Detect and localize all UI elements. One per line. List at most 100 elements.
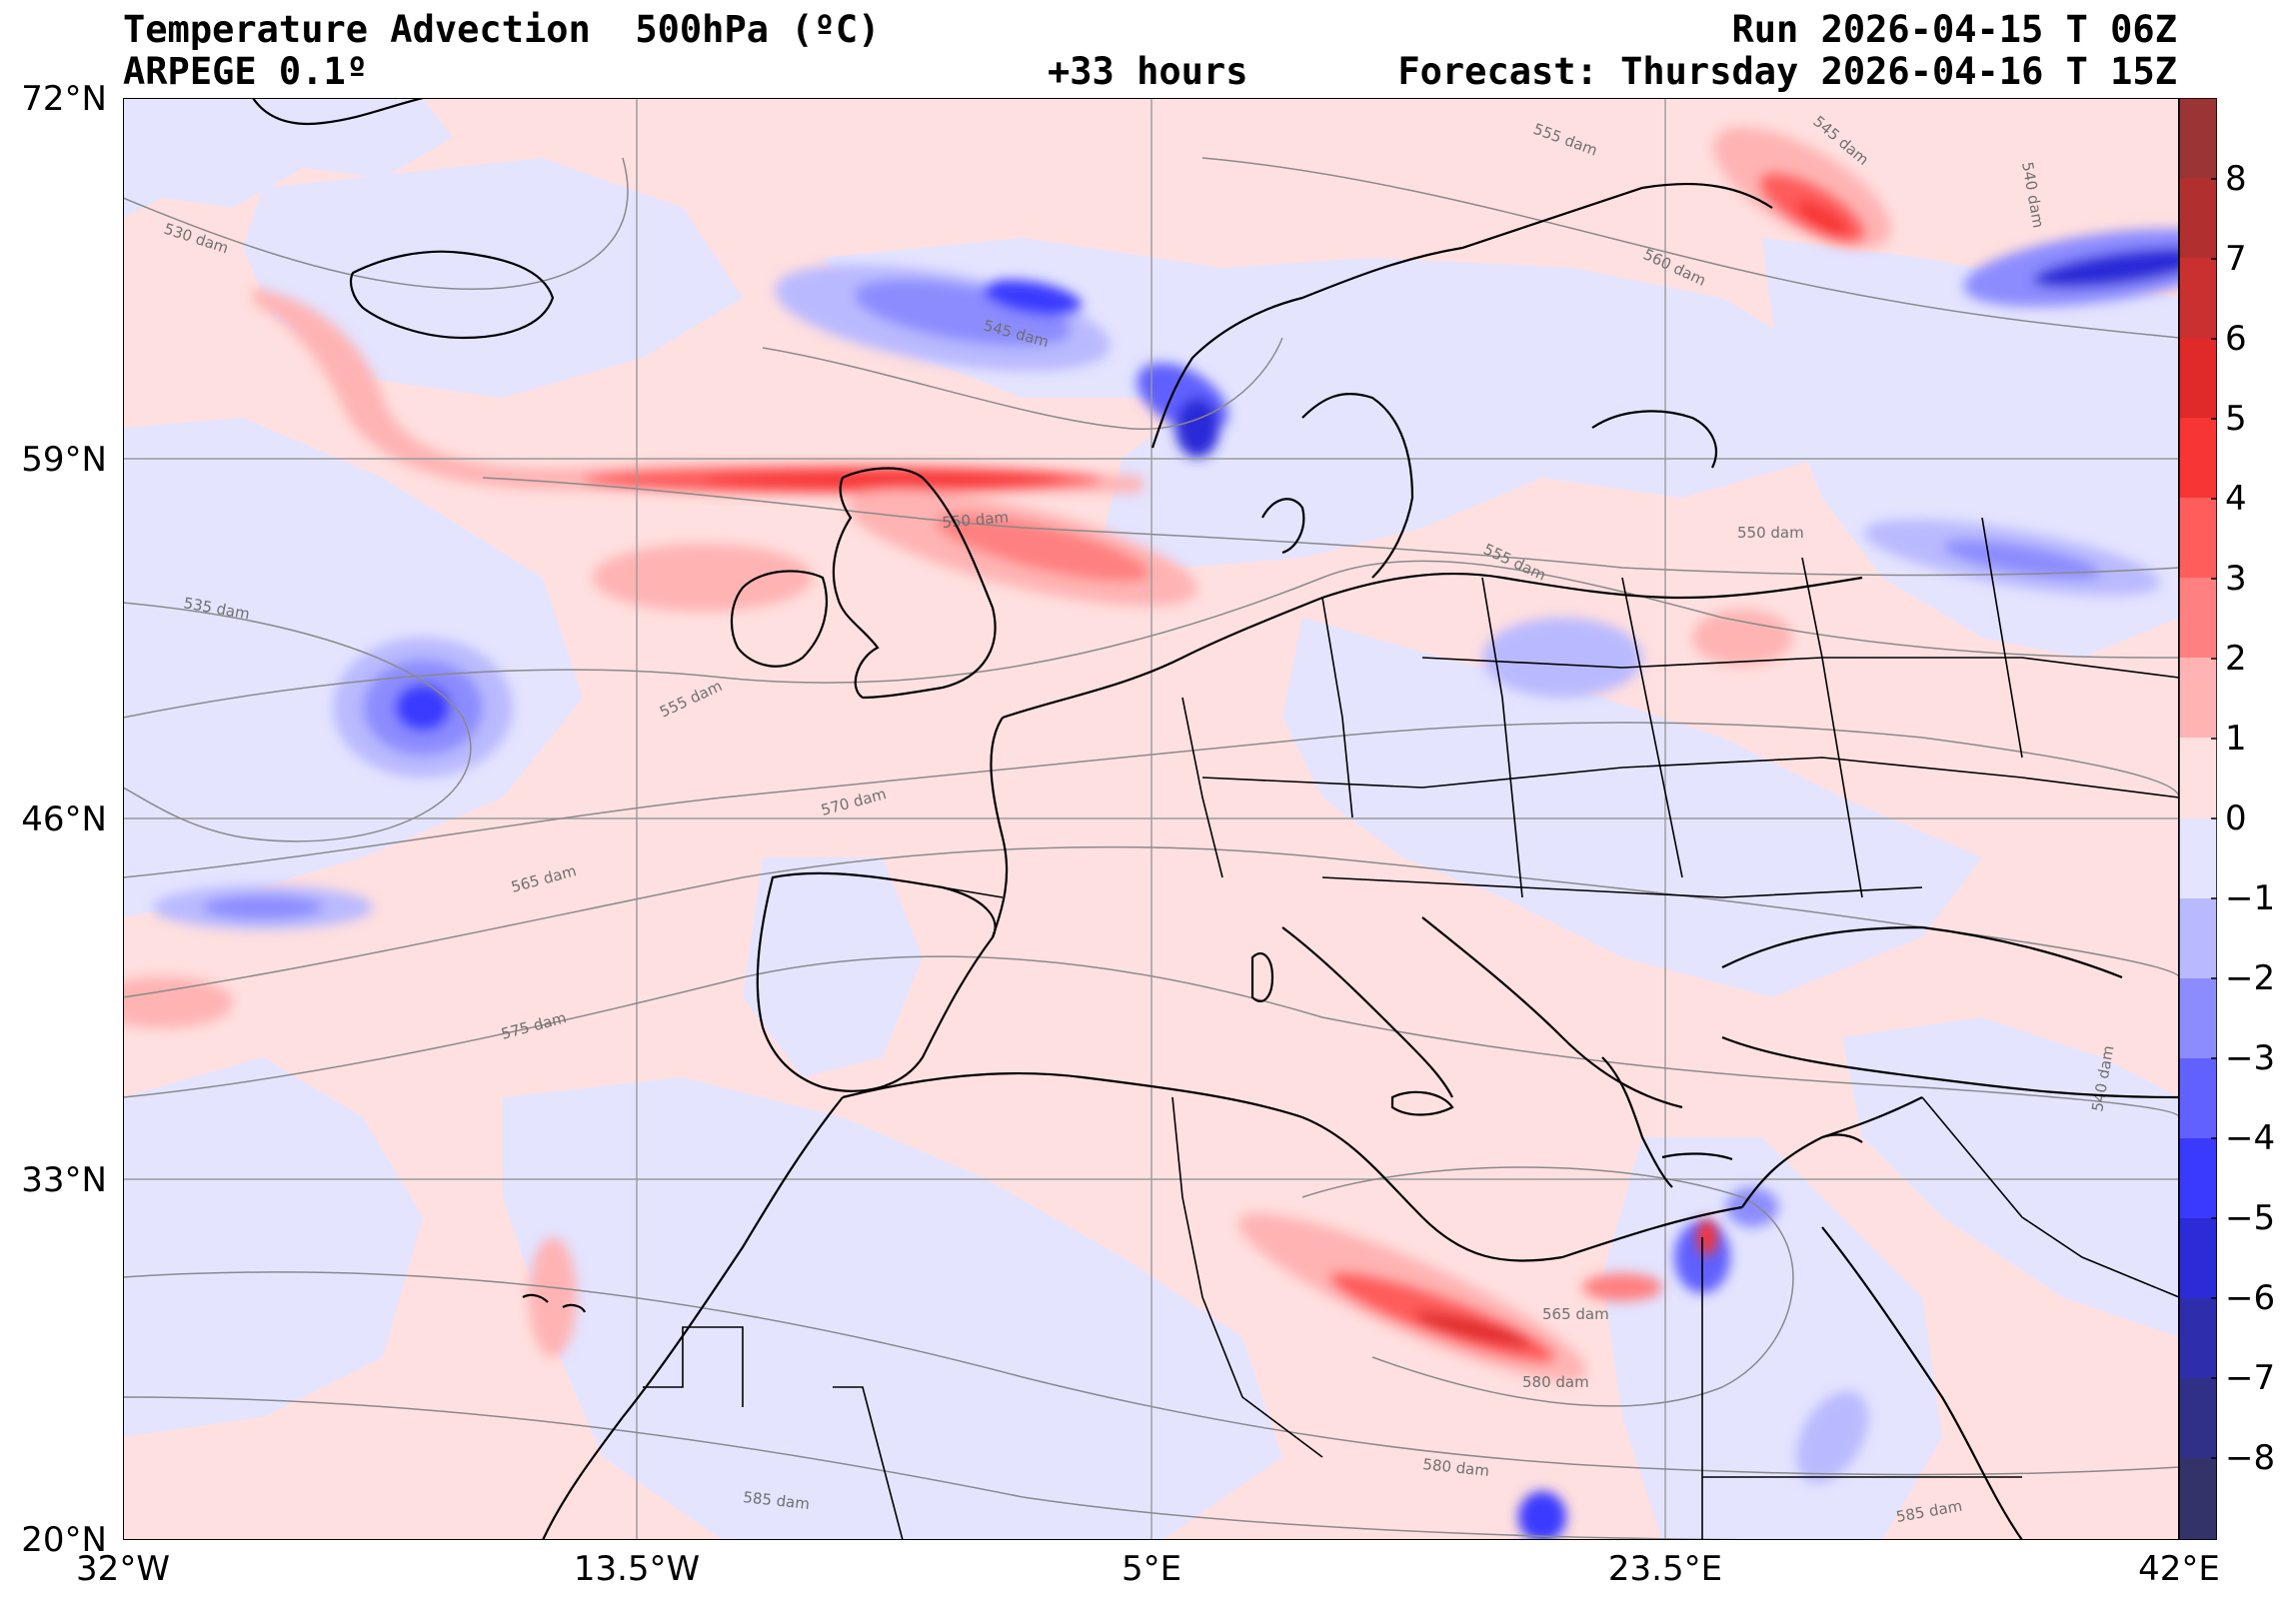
border-middle-east <box>1921 1096 2179 1298</box>
cold-core-norwegian-sea-inner <box>854 279 1072 347</box>
colorbar-seg-pos-9 <box>2179 98 2217 179</box>
lat-label-46n: 46°N <box>21 800 107 839</box>
lat-label-59n: 59°N <box>21 440 107 480</box>
warm-core-north-sea-inner <box>703 472 1063 488</box>
border-central-europe-1 <box>1181 697 1223 878</box>
colorbar-seg-neg-3 <box>2179 978 2217 1059</box>
coast-greenland <box>252 98 424 126</box>
warm-core-barents-inner2 <box>1795 200 1849 236</box>
graticule <box>123 98 2179 1540</box>
colorbar-ticks <box>2211 178 2217 1459</box>
contour-label-580-arabia: 580 dam <box>1522 1373 1589 1391</box>
lon-label-23-5e: 23.5°E <box>1607 1549 1723 1589</box>
warm-core-atlantic-sw <box>123 976 233 1028</box>
forecast-time: Forecast: Thursday 2026-04-16 T 15Z <box>1397 50 2177 93</box>
lead-time: +33 hours <box>1048 50 1248 93</box>
cold-area-sahara <box>503 1077 1282 1540</box>
colorbar-label-neg1: −1 <box>2225 878 2276 918</box>
colorbar-label-neg6: −6 <box>2225 1278 2276 1318</box>
map-title: Temperature Advection 500hPa (ºC) <box>123 8 881 51</box>
coast-morocco-atlantic <box>542 1096 844 1540</box>
cold-core-norwegian-sea-inner2 <box>983 280 1083 316</box>
cold-core-poland-inner <box>1943 540 2101 580</box>
colorbar-seg-pos-5 <box>2179 418 2217 499</box>
lat-label-20n: 20°N <box>21 1520 107 1560</box>
cold-core-germany <box>1482 618 1642 698</box>
lon-label-5e: 5°E <box>1121 1549 1182 1589</box>
coast-denmark <box>1261 498 1305 555</box>
model-name: ARPEGE 0.1º <box>123 50 369 93</box>
coast-sweden <box>1301 393 1414 579</box>
cold-core-norway-coast-inner <box>1175 398 1219 458</box>
warm-core-baltic <box>1692 610 1792 666</box>
cold-area-iberia <box>743 857 923 1077</box>
cold-core-russia-inner <box>2032 247 2179 289</box>
colorbar-seg-pos-7 <box>2179 258 2217 339</box>
warm-core-west-africa <box>529 1237 577 1357</box>
coast-france-west <box>990 717 1009 938</box>
coastlines <box>252 98 2179 1540</box>
colorbar-label-7: 7 <box>2225 239 2247 279</box>
isohypse-565 <box>123 722 2179 878</box>
coast-red-sea <box>1821 1226 2023 1540</box>
isohypse-530 <box>123 157 629 291</box>
colorbar-seg-neg-6 <box>2179 1218 2217 1299</box>
coast-corsica <box>1250 952 1274 1002</box>
isohypse-550 <box>482 477 2179 577</box>
colorbar-seg-neg-1 <box>2179 818 2217 899</box>
warm-core-levant <box>1697 1219 1717 1255</box>
colorbar-seg-pos-8 <box>2179 178 2217 259</box>
coast-iceland <box>349 250 555 340</box>
lon-label-32w: 32°W <box>76 1549 170 1589</box>
border-eastern-europe-1 <box>1621 577 1683 878</box>
country-borders <box>643 517 2179 1540</box>
coast-turkey <box>1721 1035 2179 1099</box>
colorbar-label-4: 4 <box>2225 479 2247 519</box>
colorbar-label-neg4: −4 <box>2225 1118 2276 1158</box>
coast-crete <box>1661 1152 1733 1161</box>
isohypse-575 <box>123 955 2179 1118</box>
colorbar-label-neg2: −2 <box>2225 958 2276 998</box>
border-eastern-europe-2 <box>1801 557 1863 898</box>
border-mauritania <box>833 1386 904 1540</box>
advection-map: 530 dam 535 dam 545 dam 550 dam 555 dam … <box>123 98 2179 1540</box>
isohypse-585 <box>123 1396 1823 1540</box>
contour-label-550-ne: 550 dam <box>1737 524 1804 542</box>
cold-core-sudan <box>1518 1491 1566 1540</box>
run-time: Run 2026-04-15 T 06Z <box>1731 8 2177 51</box>
cold-area-atlantic-southwest <box>123 1057 423 1437</box>
colorbar-label-0: 0 <box>2225 799 2247 838</box>
lon-label-13-5w: 13.5°W <box>573 1549 701 1589</box>
warm-core-libya-inner <box>1413 1312 1531 1346</box>
isohypse-555 <box>123 560 2179 719</box>
coast-ireland <box>730 570 828 668</box>
colorbar-seg-neg-8 <box>2179 1378 2217 1459</box>
colorbar-label-neg3: −3 <box>2225 1038 2276 1078</box>
colorbar-seg-pos-3 <box>2179 578 2217 659</box>
cold-area-central-europe <box>1282 618 1982 997</box>
colorbar <box>2179 98 2217 1540</box>
coast-italy <box>1281 926 1453 1098</box>
lat-label-72n: 72°N <box>21 79 107 119</box>
border-eastern-europe-3 <box>1981 517 2023 759</box>
colorbar-label-neg7: −7 <box>2225 1358 2276 1398</box>
border-horizontal-1 <box>1201 757 2179 799</box>
isohypse-535 <box>123 602 472 842</box>
cold-core-atlantic-sw-inner <box>203 895 323 919</box>
colorbar-label-5: 5 <box>2225 399 2247 439</box>
coast-norway <box>1150 182 1773 449</box>
isohypses <box>123 157 2179 1540</box>
coast-cyprus <box>1821 1133 1863 1143</box>
cold-area-east-med <box>1842 1017 2179 1337</box>
coast-black-sea <box>1721 925 2123 979</box>
cold-core-atlantic-low-inner <box>395 684 451 732</box>
colorbar-label-6: 6 <box>2225 319 2247 359</box>
coast-canaries <box>522 1293 587 1313</box>
border-algeria-libya <box>1171 1096 1323 1458</box>
contour-label-550: 550 dam <box>942 508 1010 532</box>
cold-cores <box>153 229 2179 1540</box>
border-horizontal-2 <box>1321 876 1923 898</box>
colorbar-label-1: 1 <box>2225 719 2247 759</box>
isohypse-560 <box>1201 157 2179 339</box>
cold-core-red-sea <box>1795 1391 1869 1483</box>
